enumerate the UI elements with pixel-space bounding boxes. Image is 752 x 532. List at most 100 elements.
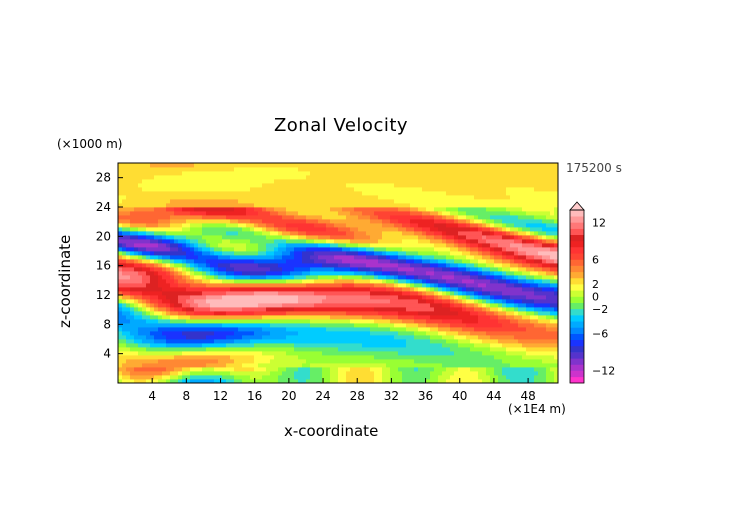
field-cell bbox=[370, 267, 375, 272]
field-cell bbox=[406, 211, 411, 216]
field-cell bbox=[230, 283, 235, 288]
field-cell bbox=[274, 311, 279, 316]
field-cell bbox=[346, 267, 351, 272]
field-cell bbox=[294, 243, 299, 248]
field-cell bbox=[358, 199, 363, 204]
field-cell bbox=[166, 171, 171, 176]
field-cell bbox=[418, 295, 423, 300]
field-cell bbox=[150, 323, 155, 328]
field-cell bbox=[158, 251, 163, 256]
field-cell bbox=[354, 371, 359, 376]
field-cell bbox=[126, 167, 131, 172]
field-cell bbox=[450, 347, 455, 352]
field-cell bbox=[346, 295, 351, 300]
field-cell bbox=[182, 375, 187, 380]
field-cell bbox=[298, 351, 303, 356]
field-cell bbox=[338, 335, 343, 340]
field-cell bbox=[194, 175, 199, 180]
field-cell bbox=[266, 279, 271, 284]
field-cell bbox=[166, 263, 171, 268]
field-cell bbox=[210, 347, 215, 352]
field-cell bbox=[198, 279, 203, 284]
field-cell bbox=[462, 207, 467, 212]
field-cell bbox=[130, 375, 135, 380]
field-cell bbox=[366, 327, 371, 332]
field-cell bbox=[206, 351, 211, 356]
field-cell bbox=[122, 223, 127, 228]
field-cell bbox=[170, 191, 175, 196]
field-cell bbox=[198, 247, 203, 252]
field-cell bbox=[254, 235, 259, 240]
field-cell bbox=[202, 259, 207, 264]
field-cell bbox=[338, 263, 343, 268]
field-cell bbox=[254, 263, 259, 268]
field-cell bbox=[246, 327, 251, 332]
field-cell bbox=[290, 255, 295, 260]
field-cell bbox=[142, 335, 147, 340]
field-cell bbox=[138, 351, 143, 356]
field-cell bbox=[162, 279, 167, 284]
field-cell bbox=[262, 291, 267, 296]
field-cell bbox=[418, 331, 423, 336]
field-cell bbox=[286, 371, 291, 376]
field-cell bbox=[266, 371, 271, 376]
field-cell bbox=[222, 275, 227, 280]
field-cell bbox=[366, 343, 371, 348]
field-cell bbox=[442, 315, 447, 320]
field-cell bbox=[230, 259, 235, 264]
field-cell bbox=[122, 379, 127, 384]
field-cell bbox=[166, 299, 171, 304]
field-cell bbox=[410, 255, 415, 260]
field-cell bbox=[274, 327, 279, 332]
field-cell bbox=[270, 343, 275, 348]
field-cell bbox=[346, 351, 351, 356]
field-cell bbox=[174, 291, 179, 296]
field-cell bbox=[362, 227, 367, 232]
field-cell bbox=[306, 247, 311, 252]
field-cell bbox=[306, 367, 311, 372]
field-cell bbox=[338, 379, 343, 384]
field-cell bbox=[446, 247, 451, 252]
field-cell bbox=[462, 167, 467, 172]
field-cell bbox=[270, 295, 275, 300]
field-cell bbox=[342, 371, 347, 376]
field-cell bbox=[118, 211, 123, 216]
field-cell bbox=[382, 291, 387, 296]
field-cell bbox=[278, 239, 283, 244]
field-cell bbox=[178, 243, 183, 248]
field-cell bbox=[118, 303, 123, 308]
field-cell bbox=[278, 323, 283, 328]
field-cell bbox=[186, 303, 191, 308]
field-cell bbox=[450, 363, 455, 368]
field-cell bbox=[426, 295, 431, 300]
field-cell bbox=[278, 275, 283, 280]
field-cell bbox=[334, 247, 339, 252]
field-cell bbox=[430, 295, 435, 300]
field-cell bbox=[338, 363, 343, 368]
field-cell bbox=[430, 231, 435, 236]
field-cell bbox=[414, 163, 419, 168]
field-cell bbox=[374, 307, 379, 312]
field-cell bbox=[130, 199, 135, 204]
field-cell bbox=[458, 195, 463, 200]
field-cell bbox=[394, 195, 399, 200]
field-cell bbox=[182, 171, 187, 176]
field-cell bbox=[154, 235, 159, 240]
field-cell bbox=[230, 235, 235, 240]
field-cell bbox=[258, 283, 263, 288]
field-cell bbox=[350, 331, 355, 336]
field-cell bbox=[190, 219, 195, 224]
field-cell bbox=[394, 299, 399, 304]
field-cell bbox=[186, 215, 191, 220]
field-cell bbox=[278, 359, 283, 364]
field-cell bbox=[306, 211, 311, 216]
field-cell bbox=[322, 231, 327, 236]
field-cell bbox=[430, 327, 435, 332]
field-cell bbox=[446, 167, 451, 172]
field-cell bbox=[378, 247, 383, 252]
field-cell bbox=[214, 215, 219, 220]
field-cell bbox=[370, 243, 375, 248]
field-cell bbox=[182, 343, 187, 348]
field-cell bbox=[394, 379, 399, 384]
field-cell bbox=[410, 363, 415, 368]
